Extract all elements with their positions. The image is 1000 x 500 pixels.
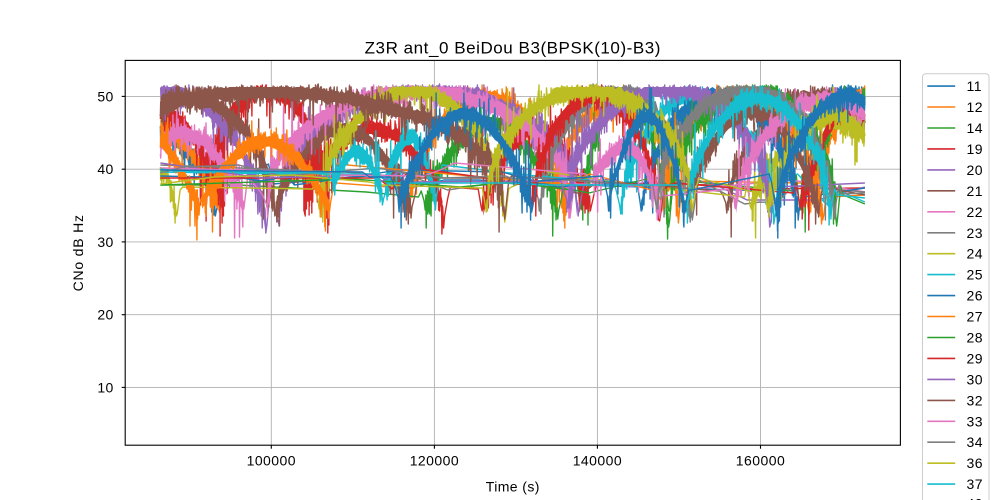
svg-text:120000: 120000 (410, 453, 459, 469)
svg-text:28: 28 (967, 330, 983, 346)
svg-text:11: 11 (967, 78, 982, 94)
svg-text:22: 22 (967, 204, 983, 220)
svg-text:21: 21 (967, 183, 983, 199)
svg-text:19: 19 (967, 141, 983, 157)
svg-text:10: 10 (97, 379, 113, 395)
svg-text:33: 33 (967, 413, 983, 429)
svg-text:30: 30 (97, 234, 113, 250)
svg-text:100000: 100000 (247, 453, 296, 469)
svg-text:20: 20 (97, 307, 113, 323)
svg-text:CNo dB Hz: CNo dB Hz (70, 214, 86, 291)
svg-text:40: 40 (967, 496, 983, 500)
svg-text:Z3R ant_0 BeiDou B3(BPSK(10)-B: Z3R ant_0 BeiDou B3(BPSK(10)-B3) (365, 39, 661, 58)
svg-text:14: 14 (967, 120, 983, 136)
svg-text:20: 20 (967, 162, 983, 178)
svg-text:27: 27 (967, 309, 983, 325)
svg-text:140000: 140000 (573, 453, 622, 469)
svg-text:50: 50 (97, 88, 113, 104)
svg-text:30: 30 (967, 371, 983, 387)
svg-text:26: 26 (967, 288, 983, 304)
svg-text:160000: 160000 (736, 453, 785, 469)
svg-text:24: 24 (967, 246, 983, 262)
svg-text:32: 32 (967, 392, 983, 408)
svg-text:37: 37 (967, 476, 983, 492)
svg-text:36: 36 (967, 455, 983, 471)
svg-text:25: 25 (967, 267, 983, 283)
svg-text:23: 23 (967, 225, 983, 241)
svg-text:34: 34 (967, 434, 983, 450)
svg-text:12: 12 (967, 99, 983, 115)
svg-text:29: 29 (967, 350, 983, 366)
svg-text:Time (s): Time (s) (486, 479, 540, 495)
svg-text:40: 40 (97, 161, 113, 177)
